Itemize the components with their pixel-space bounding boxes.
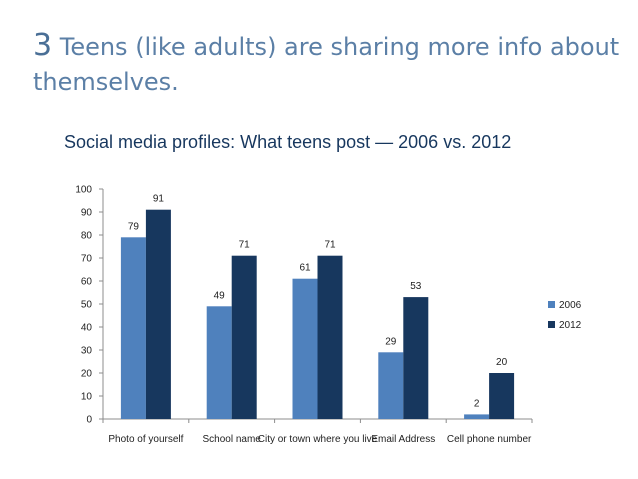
bar-2012 xyxy=(145,209,171,419)
bar-2012 xyxy=(489,373,515,419)
y-tick-label: 10 xyxy=(81,392,93,403)
data-label-2012: 71 xyxy=(324,240,336,251)
y-tick-label: 50 xyxy=(81,300,93,311)
data-label-2012: 91 xyxy=(153,194,165,205)
slide-title: 3 Teens (like adults) are sharing more i… xyxy=(33,28,623,100)
y-tick-label: 20 xyxy=(81,369,93,380)
data-label-2006: 29 xyxy=(385,336,397,347)
legend-label-2012: 2012 xyxy=(559,320,582,331)
y-tick-label: 40 xyxy=(81,323,93,334)
data-label-2006: 61 xyxy=(299,263,311,274)
y-tick-label: 80 xyxy=(81,231,93,242)
y-tick-label: 90 xyxy=(81,208,93,219)
y-tick-label: 0 xyxy=(86,415,92,426)
chart-data-labels: 79 91 49 71 61 71 29 53 2 20 xyxy=(128,194,508,410)
y-tick-label: 70 xyxy=(81,254,93,265)
bar-2006 xyxy=(292,278,318,419)
bar-2006 xyxy=(464,414,490,419)
x-category-label: Email Address xyxy=(371,434,435,445)
x-category-label: Cell phone number xyxy=(447,434,532,445)
data-label-2012: 20 xyxy=(496,357,508,368)
chart-axes: 0 10 20 30 40 50 60 70 80 90 100 Photo of yourself S… xyxy=(75,185,533,445)
bar-2006 xyxy=(120,237,146,419)
bar-2006 xyxy=(206,306,232,419)
data-label-2012: 71 xyxy=(239,240,251,251)
legend-label-2006: 2006 xyxy=(559,300,582,311)
legend-swatch-2006 xyxy=(548,301,555,308)
bar-2012 xyxy=(317,255,343,419)
slide-title-text: Teens (like adults) are sharing more inf… xyxy=(33,33,620,96)
chart-bars xyxy=(120,209,515,419)
data-label-2006: 2 xyxy=(474,398,480,409)
data-label-2006: 49 xyxy=(214,290,226,301)
chart-legend: 2006 2012 xyxy=(548,300,582,331)
bar-2012 xyxy=(231,255,257,419)
x-category-label: Photo of yourself xyxy=(108,434,183,445)
chart-title: Social media profiles: What teens post —… xyxy=(64,132,512,152)
y-tick-label: 60 xyxy=(81,277,93,288)
y-tick-label: 100 xyxy=(75,185,92,196)
y-tick-label: 30 xyxy=(81,346,93,357)
bar-2006 xyxy=(378,352,404,419)
data-label-2006: 79 xyxy=(128,221,140,232)
x-category-label: School name xyxy=(203,434,262,445)
x-category-label: City or town where you live xyxy=(258,434,378,445)
bar-2012 xyxy=(403,297,429,419)
slide-number: 3 xyxy=(33,28,53,63)
legend-swatch-2012 xyxy=(548,321,555,328)
data-label-2012: 53 xyxy=(410,281,422,292)
